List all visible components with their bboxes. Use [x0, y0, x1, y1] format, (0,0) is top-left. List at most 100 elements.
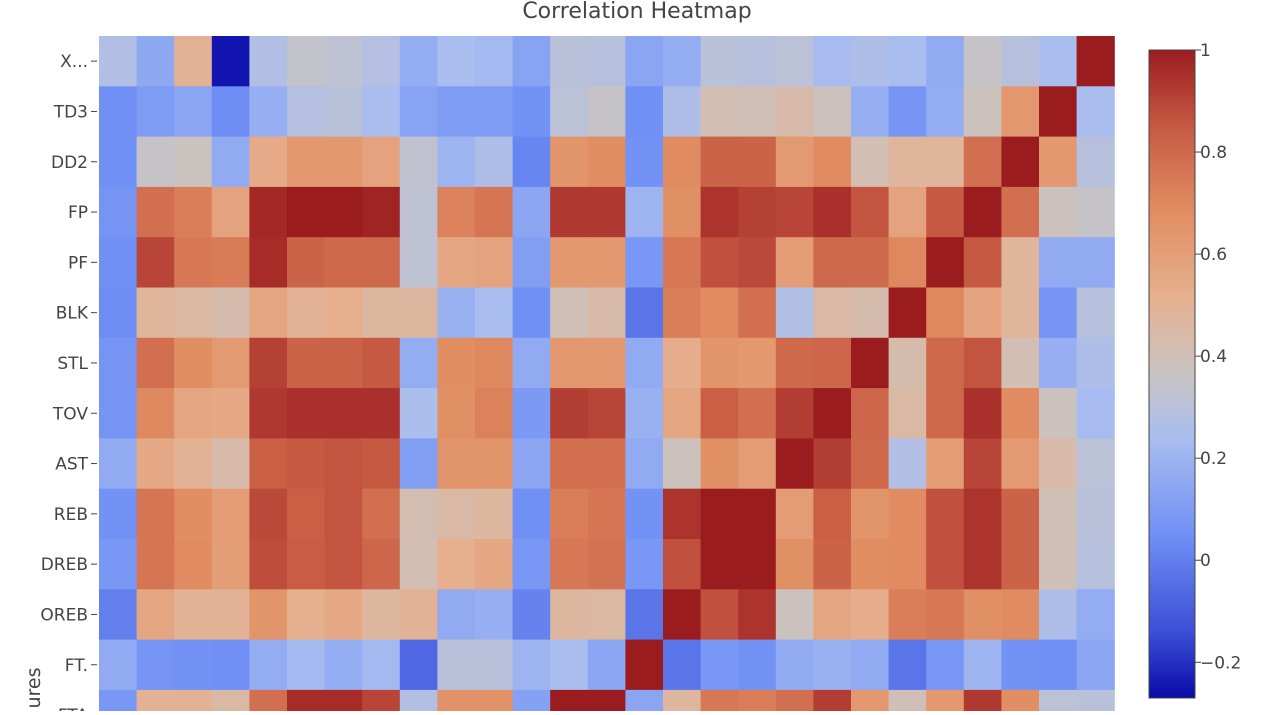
- heatmap-cell: [1001, 589, 1040, 641]
- heatmap-cell: [550, 86, 589, 138]
- heatmap-cell: [512, 488, 551, 540]
- heatmap-cell: [700, 36, 739, 87]
- heatmap-cell: [362, 689, 401, 715]
- row-tick-label: TD3: [53, 102, 88, 122]
- heatmap-cell: [249, 337, 288, 389]
- heatmap-cell: [99, 287, 138, 339]
- heatmap-cell: [437, 639, 476, 691]
- heatmap-cell: [700, 388, 739, 439]
- heatmap-cell: [136, 186, 175, 238]
- heatmap-cell: [287, 136, 326, 188]
- heatmap-cell: [851, 237, 890, 289]
- heatmap-cell: [663, 136, 702, 188]
- heatmap-cell: [399, 438, 438, 490]
- heatmap-cell: [587, 689, 626, 715]
- heatmap-cell: [324, 639, 363, 691]
- heatmap-cell: [174, 639, 213, 691]
- heatmap-cell: [775, 337, 814, 389]
- heatmap-cell: [475, 287, 514, 339]
- heatmap-cell: [663, 186, 702, 238]
- heatmap-cell: [1001, 689, 1040, 715]
- heatmap-cell: [738, 337, 777, 389]
- heatmap-cell: [1076, 488, 1115, 540]
- heatmap-cell: [1076, 136, 1115, 188]
- heatmap-cell: [362, 337, 401, 389]
- heatmap-cell: [475, 36, 514, 87]
- heatmap-cell: [663, 237, 702, 289]
- heatmap-cell: [1039, 36, 1078, 87]
- heatmap-cell: [287, 388, 326, 439]
- heatmap-cell: [1001, 237, 1040, 289]
- heatmap-cell: [475, 589, 514, 641]
- heatmap-cell: [475, 186, 514, 238]
- heatmap-cell: [1001, 136, 1040, 188]
- heatmap-cell: [587, 337, 626, 389]
- heatmap-cell: [99, 539, 138, 590]
- heatmap-cell: [211, 186, 250, 238]
- heatmap-cell: [211, 86, 250, 138]
- heatmap-cell: [437, 388, 476, 439]
- heatmap-cell: [888, 589, 927, 641]
- heatmap-cell: [738, 237, 777, 289]
- heatmap-cell: [1039, 388, 1078, 439]
- row-tick-label: STL: [57, 354, 88, 374]
- heatmap-cell: [851, 689, 890, 715]
- heatmap-cell: [926, 388, 965, 439]
- heatmap-cell: [136, 388, 175, 439]
- heatmap-cell: [963, 186, 1002, 238]
- heatmap-cell: [963, 639, 1002, 691]
- heatmap-cell: [663, 539, 702, 590]
- heatmap-cell: [625, 36, 664, 87]
- heatmap-cell: [475, 438, 514, 490]
- heatmap-cell: [99, 689, 138, 715]
- heatmap-cell: [211, 337, 250, 389]
- heatmap-cell: [211, 689, 250, 715]
- heatmap-cell: [926, 287, 965, 339]
- heatmap-cell: [287, 86, 326, 138]
- heatmap-cell: [136, 337, 175, 389]
- heatmap-cell: [1039, 639, 1078, 691]
- heatmap-cell: [663, 689, 702, 715]
- colorbar-tick-label: 0.6: [1200, 245, 1227, 265]
- heatmap-cell: [399, 136, 438, 188]
- heatmap-cell: [437, 539, 476, 590]
- heatmap-cell: [1039, 589, 1078, 641]
- heatmap-cell: [211, 639, 250, 691]
- heatmap-cell: [512, 36, 551, 87]
- heatmap-cell: [399, 388, 438, 439]
- heatmap-cell: [324, 689, 363, 715]
- heatmap-cell: [663, 488, 702, 540]
- heatmap-cell: [1039, 689, 1078, 715]
- heatmap-cell: [813, 388, 852, 439]
- heatmap-cell: [775, 237, 814, 289]
- row-tick-label: OREB: [40, 605, 88, 625]
- heatmap-cell: [775, 639, 814, 691]
- heatmap-cell: [663, 388, 702, 439]
- heatmap-cell: [926, 86, 965, 138]
- heatmap-cell: [399, 539, 438, 590]
- heatmap-cell: [963, 689, 1002, 715]
- heatmap-cell: [437, 186, 476, 238]
- heatmap-cell: [287, 689, 326, 715]
- heatmap-cell: [362, 136, 401, 188]
- heatmap-cell: [475, 488, 514, 540]
- row-tick-label: FT.: [65, 656, 88, 676]
- heatmap-cell: [625, 589, 664, 641]
- heatmap-cell: [963, 86, 1002, 138]
- heatmap-cell: [174, 136, 213, 188]
- heatmap-cell: [963, 539, 1002, 590]
- heatmap-cells: [99, 36, 1115, 715]
- heatmap-cell: [99, 36, 138, 87]
- heatmap-cell: [625, 287, 664, 339]
- heatmap-cell: [700, 287, 739, 339]
- colorbar-tick-label: 1: [1200, 41, 1211, 61]
- heatmap-cell: [587, 136, 626, 188]
- heatmap-cell: [851, 86, 890, 138]
- heatmap-cell: [136, 589, 175, 641]
- heatmap-cell: [775, 539, 814, 590]
- heatmap-cell: [813, 438, 852, 490]
- heatmap-cell: [1001, 86, 1040, 138]
- heatmap-cell: [700, 639, 739, 691]
- heatmap-cell: [813, 136, 852, 188]
